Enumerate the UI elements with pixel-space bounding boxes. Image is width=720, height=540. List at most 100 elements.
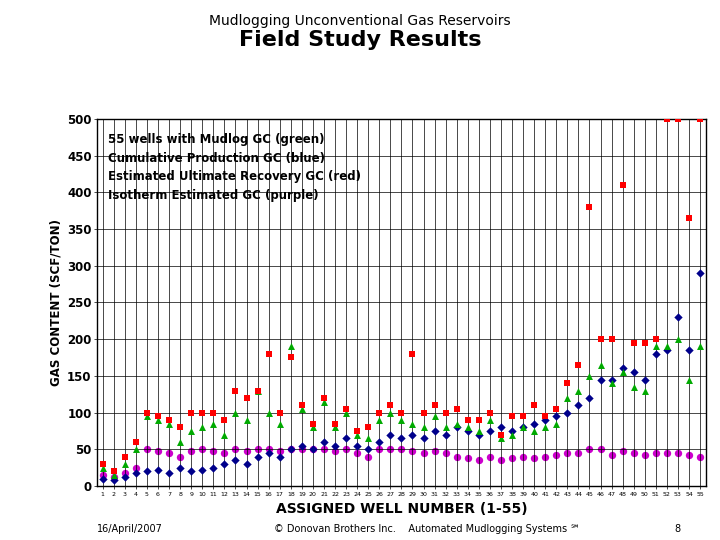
- Point: [440, 449, 451, 457]
- Text: Mudlogging Unconventional Gas Reservoirs: Mudlogging Unconventional Gas Reservoirs: [210, 14, 510, 28]
- Point: [495, 434, 507, 443]
- Point: [285, 342, 297, 351]
- Point: [650, 342, 662, 351]
- Point: [274, 447, 285, 455]
- Point: [418, 408, 429, 417]
- Point: [163, 416, 175, 424]
- Point: [661, 346, 672, 354]
- Point: [484, 427, 495, 435]
- Point: [263, 449, 274, 457]
- Point: [197, 423, 208, 431]
- Text: Isotherm Estimated GC (purple): Isotherm Estimated GC (purple): [108, 188, 319, 201]
- Point: [163, 419, 175, 428]
- Point: [551, 412, 562, 421]
- Point: [606, 379, 617, 388]
- Point: [396, 408, 408, 417]
- Point: [484, 416, 495, 424]
- Point: [506, 430, 518, 439]
- Point: [197, 445, 208, 454]
- Point: [562, 379, 573, 388]
- Point: [595, 361, 606, 369]
- Point: [683, 214, 695, 222]
- Y-axis label: GAS CONTENT (SCF/TON): GAS CONTENT (SCF/TON): [50, 219, 63, 386]
- Point: [661, 114, 672, 123]
- Point: [219, 449, 230, 457]
- Point: [595, 335, 606, 343]
- Point: [407, 349, 418, 358]
- Point: [362, 434, 374, 443]
- Point: [97, 474, 109, 483]
- Point: [351, 427, 363, 435]
- Point: [240, 394, 252, 402]
- Point: [672, 313, 684, 321]
- Point: [617, 180, 629, 189]
- Point: [451, 404, 462, 413]
- Point: [584, 394, 595, 402]
- Point: [429, 401, 441, 409]
- Point: [551, 404, 562, 413]
- Point: [429, 427, 441, 435]
- Text: Field Study Results: Field Study Results: [239, 30, 481, 50]
- Point: [197, 465, 208, 474]
- Point: [219, 460, 230, 468]
- Point: [683, 346, 695, 354]
- Point: [263, 408, 274, 417]
- Point: [384, 401, 396, 409]
- Point: [495, 456, 507, 464]
- Point: [572, 449, 584, 457]
- Point: [219, 430, 230, 439]
- Point: [174, 423, 186, 431]
- Point: [296, 441, 307, 450]
- Point: [694, 269, 706, 278]
- Point: [562, 394, 573, 402]
- Point: [307, 445, 319, 454]
- Point: [285, 445, 297, 454]
- Point: [562, 449, 573, 457]
- Point: [153, 416, 164, 424]
- Point: [384, 430, 396, 439]
- Point: [374, 408, 385, 417]
- Point: [329, 441, 341, 450]
- Point: [296, 404, 307, 413]
- Point: [119, 460, 130, 468]
- Point: [108, 471, 120, 480]
- Point: [539, 412, 551, 421]
- Point: [595, 375, 606, 384]
- Point: [694, 114, 706, 123]
- Point: [329, 419, 341, 428]
- Point: [661, 449, 672, 457]
- Point: [207, 463, 219, 472]
- Point: [672, 114, 684, 123]
- Point: [639, 451, 650, 460]
- Point: [174, 437, 186, 446]
- Point: [407, 430, 418, 439]
- Point: [617, 447, 629, 455]
- Point: [285, 445, 297, 454]
- Point: [462, 427, 474, 435]
- Point: [440, 408, 451, 417]
- Point: [683, 375, 695, 384]
- Point: [396, 434, 408, 443]
- Point: [694, 342, 706, 351]
- Point: [329, 447, 341, 455]
- Point: [628, 368, 639, 376]
- Point: [418, 434, 429, 443]
- Point: [384, 408, 396, 417]
- Point: [617, 364, 629, 373]
- Point: [186, 408, 197, 417]
- Point: [197, 408, 208, 417]
- Point: [186, 467, 197, 476]
- Point: [473, 430, 485, 439]
- Point: [318, 445, 330, 454]
- Point: [572, 386, 584, 395]
- Point: [296, 401, 307, 409]
- Point: [694, 453, 706, 461]
- Point: [252, 453, 264, 461]
- Point: [551, 451, 562, 460]
- Text: 55 wells with Mudlog GC (green): 55 wells with Mudlog GC (green): [108, 133, 325, 146]
- Point: [153, 412, 164, 421]
- Text: Estimated Ultimate Recovery GC (red): Estimated Ultimate Recovery GC (red): [108, 170, 361, 183]
- Point: [274, 453, 285, 461]
- Point: [97, 471, 109, 480]
- Point: [174, 463, 186, 472]
